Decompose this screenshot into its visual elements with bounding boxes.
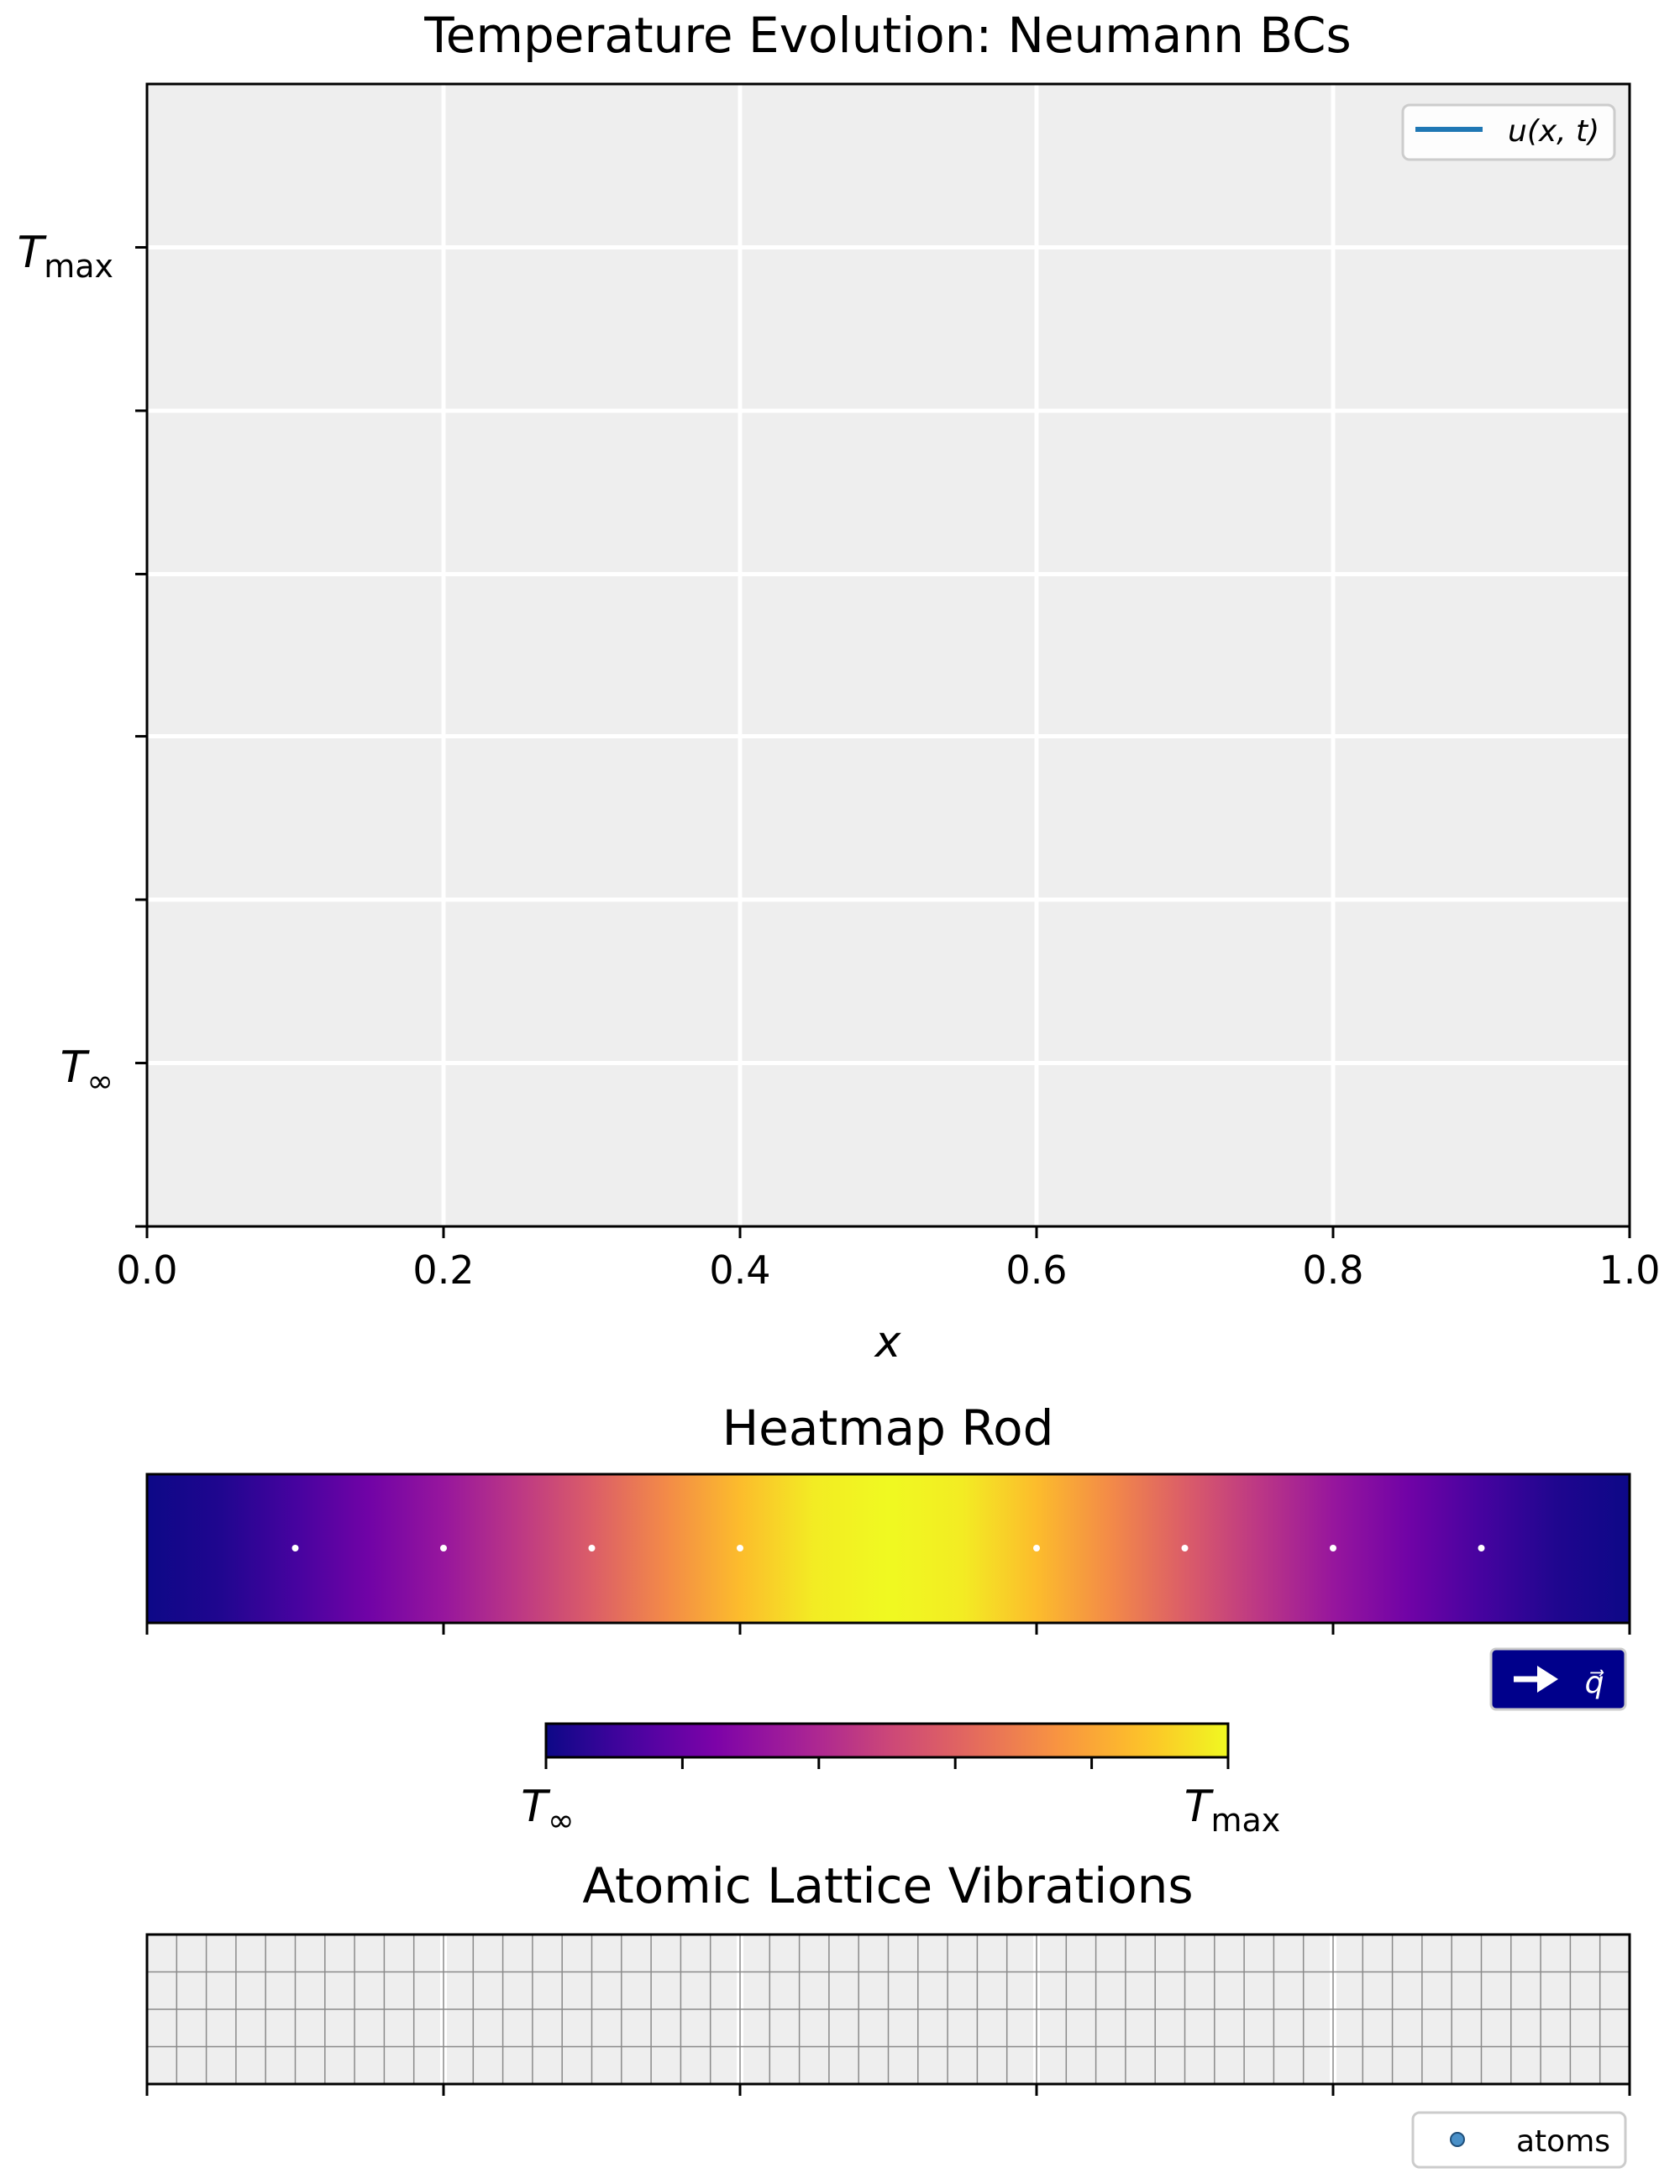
heatmap-markers [291, 1545, 1485, 1551]
lattice-grid [147, 1935, 1630, 2084]
temperature-axes-frame [145, 82, 1631, 1228]
temperature-x-tick-label: 0.0 [116, 1247, 177, 1293]
lattice-panel: Atomic Lattice Vibrations atoms [145, 1857, 1631, 2169]
colorbar [544, 1722, 1230, 1759]
temperature-x-tick-label: 0.8 [1302, 1247, 1363, 1293]
temperature-x-tick-label: 0.4 [709, 1247, 770, 1293]
heatmap-panel: Heatmap Rod q⃗ [145, 1399, 1631, 1711]
lattice-title: Atomic Lattice Vibrations [582, 1857, 1193, 1914]
ytick-label-tmax: Tmax [17, 228, 113, 285]
heatmap-marker [1181, 1545, 1189, 1551]
heatmap-marker [291, 1545, 299, 1551]
heatmap-marker [440, 1545, 447, 1551]
temperature-title: Temperature Evolution: Neumann BCs [423, 7, 1352, 64]
flux-arrow-icon [1514, 1666, 1558, 1693]
colorbar-panel: T∞ Tmax [521, 1722, 1281, 1839]
lattice-legend: atoms [1411, 2111, 1627, 2169]
ytick-label-tinf: T∞ [60, 1042, 113, 1100]
heatmap-marker [737, 1545, 743, 1551]
temperature-y-ticks [135, 245, 147, 1228]
lattice-axes-frame [145, 1933, 1631, 2086]
temperature-grid [147, 84, 1630, 1226]
temperature-x-tick-label: 0.2 [412, 1247, 474, 1293]
lattice-x-ticks [145, 2084, 1631, 2096]
heatmap-marker [1033, 1545, 1040, 1551]
temperature-legend-label: u(x, t) [1508, 114, 1599, 149]
temperature-panel: Temperature Evolution: Neumann BCs 0.0 0.… [17, 7, 1660, 1368]
heatmap-rod-frame [145, 1473, 1631, 1625]
lattice-legend-box [1411, 2111, 1627, 2169]
temperature-x-tick-label: 1.0 [1599, 1247, 1660, 1293]
temperature-x-ticks: 0.0 0.2 0.4 0.6 0.8 1.0 [116, 1226, 1661, 1293]
heatmap-rod [147, 1474, 1630, 1623]
heatmap-marker [1330, 1545, 1336, 1551]
heatmap-marker [1478, 1545, 1485, 1551]
temperature-x-label: x [874, 1317, 902, 1368]
lattice-legend-label: atoms [1516, 2124, 1610, 2159]
heatmap-marker [588, 1545, 596, 1551]
temperature-legend-box [1401, 103, 1616, 161]
flux-legend: q⃗ [1489, 1647, 1627, 1711]
heatmap-x-ticks [145, 1623, 1631, 1635]
colorbar-label-tmax: Tmax [1184, 1782, 1281, 1839]
temperature-legend: u(x, t) [1401, 103, 1616, 161]
colorbar-label-tinf: T∞ [521, 1782, 574, 1839]
heatmap-title: Heatmap Rod [722, 1399, 1054, 1457]
flux-legend-label: q⃗ [1585, 1666, 1605, 1700]
lattice-legend-marker [1450, 2132, 1465, 2147]
colorbar-ticks [544, 1757, 1230, 1769]
temperature-x-tick-label: 0.6 [1005, 1247, 1067, 1293]
temperature-axes-bg [147, 84, 1630, 1226]
